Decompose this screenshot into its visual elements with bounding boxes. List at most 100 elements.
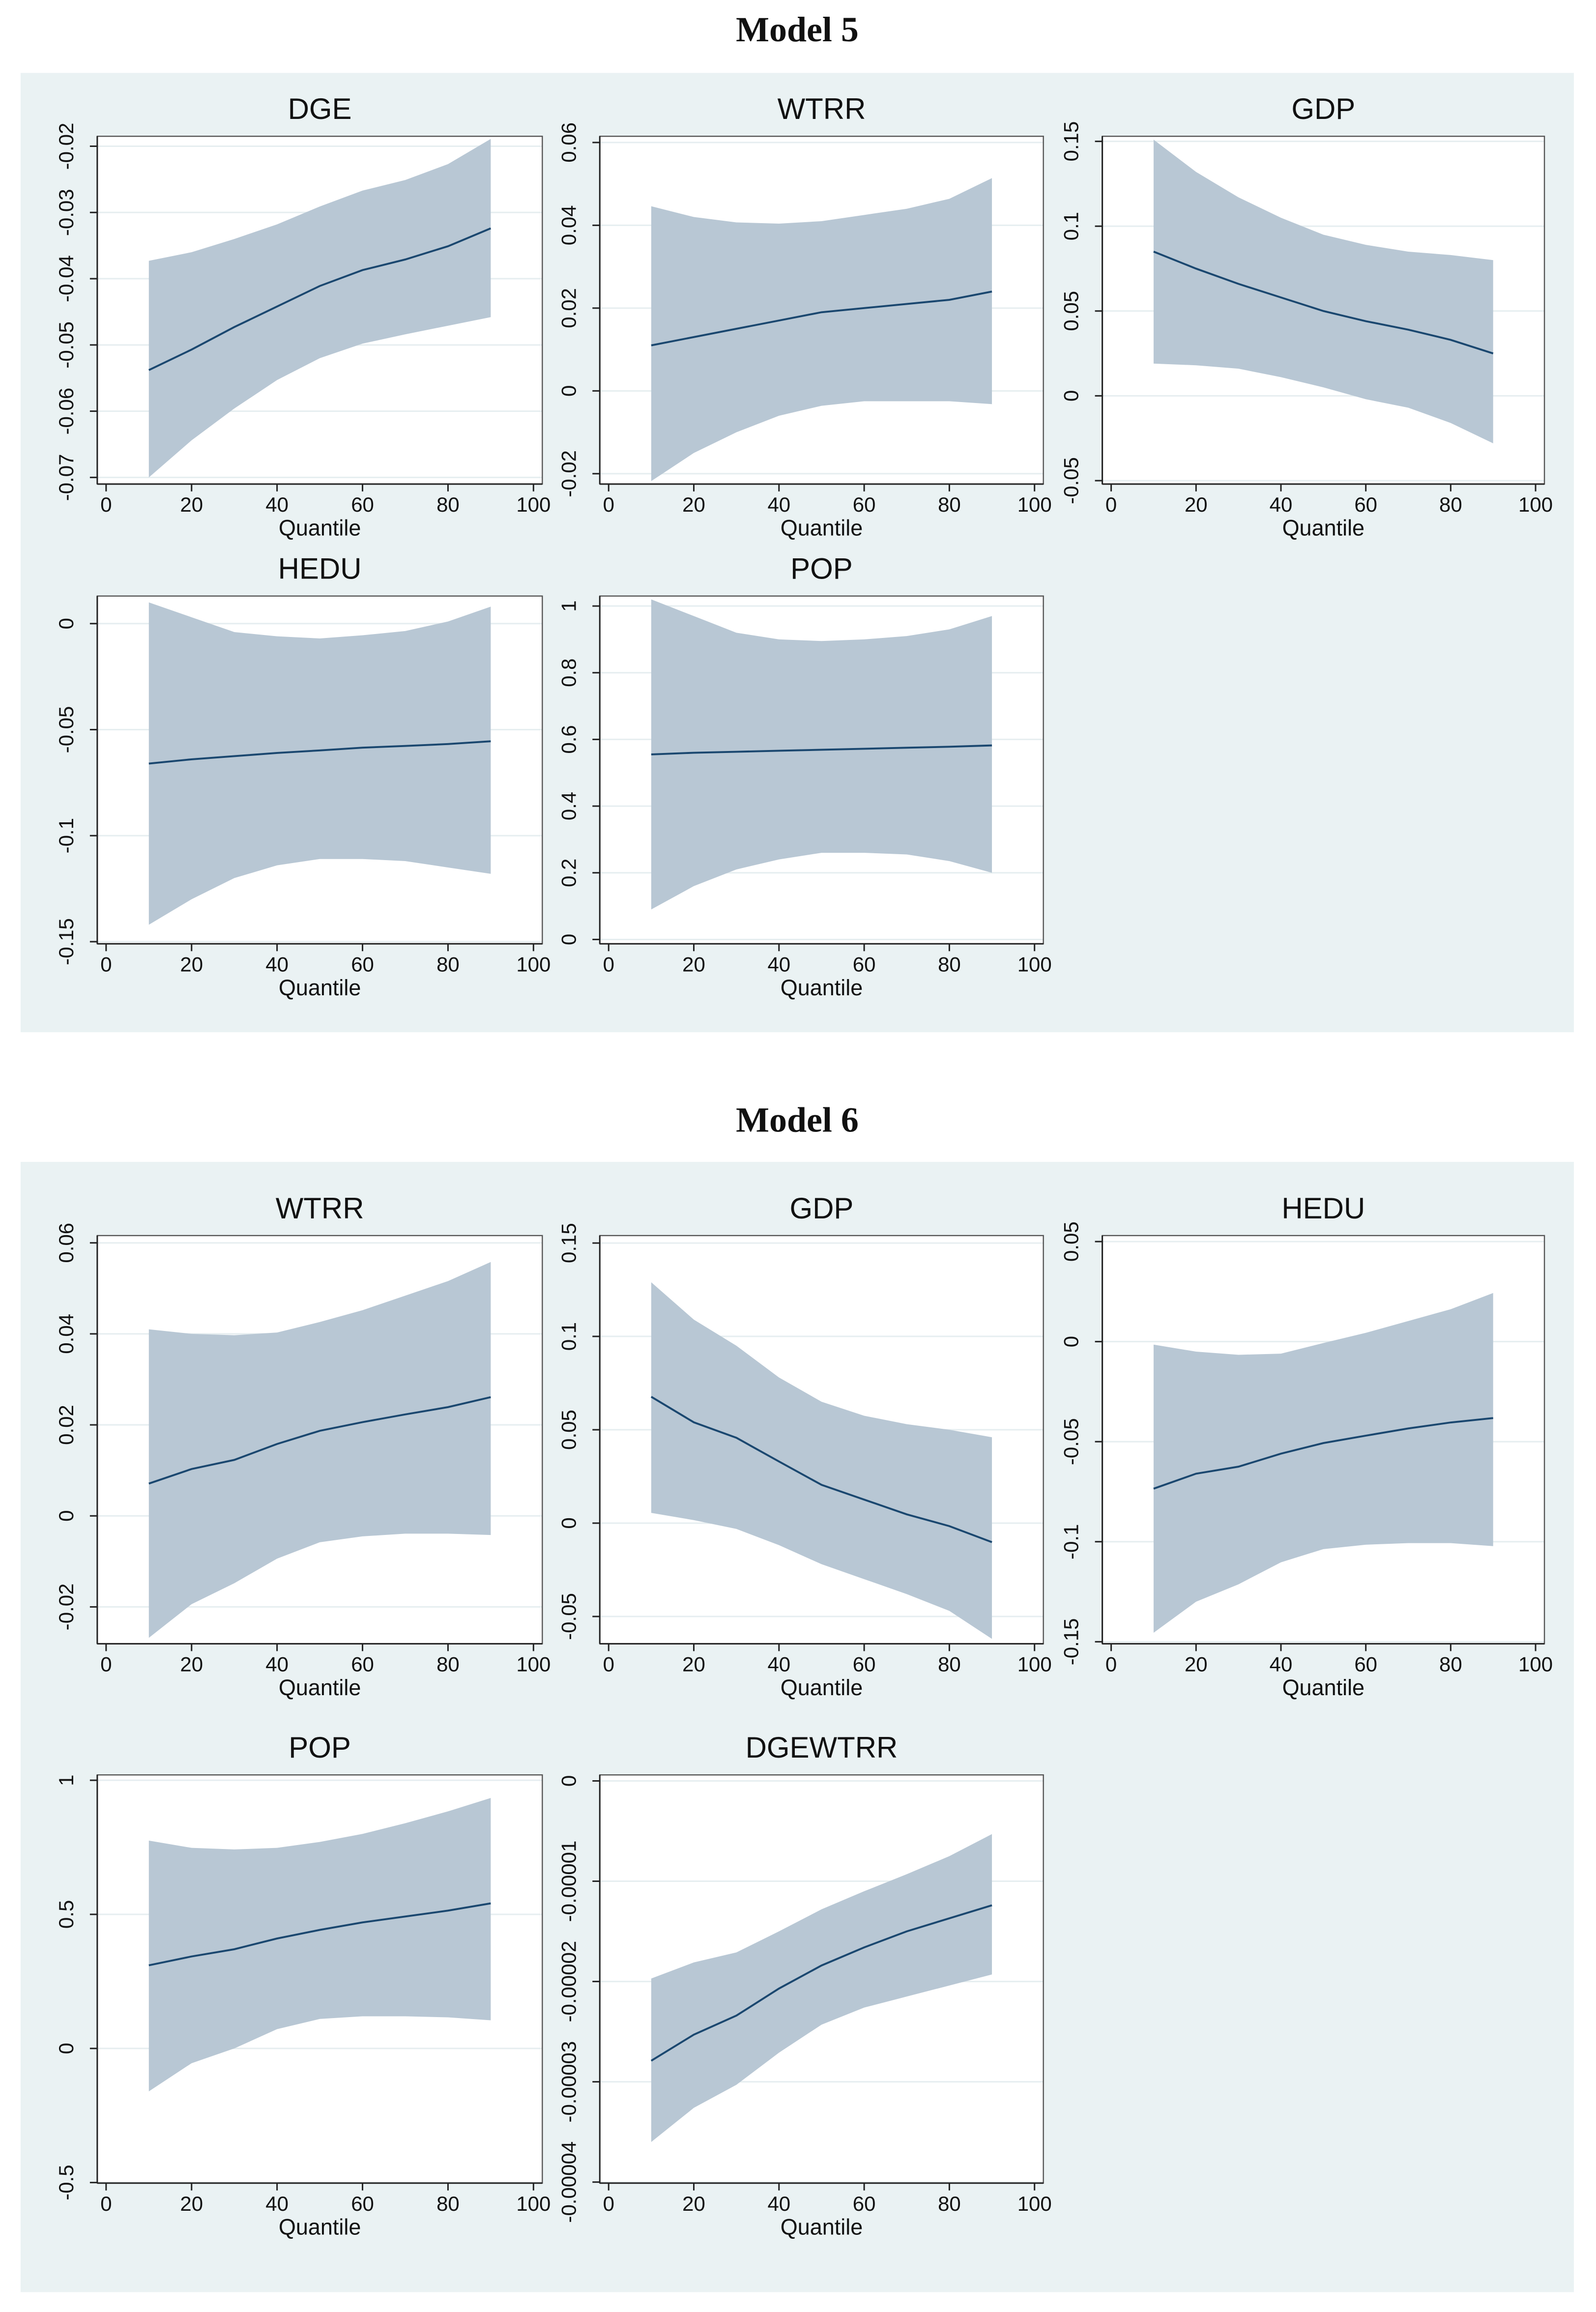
x-tick-label: 0 xyxy=(603,493,614,516)
x-tick-label: 100 xyxy=(1017,1652,1052,1676)
x-tick-label: 60 xyxy=(351,493,374,516)
x-axis-label: Quantile xyxy=(1282,516,1365,541)
x-tick-label: 80 xyxy=(436,953,460,976)
x-tick-label: 100 xyxy=(516,2192,551,2215)
x-tick-label: 40 xyxy=(767,1652,790,1676)
confidence-band xyxy=(148,602,491,925)
y-tick-label: -0.15 xyxy=(55,918,78,965)
estimate-line xyxy=(651,744,992,755)
x-tick-label: 60 xyxy=(351,2192,374,2215)
x-axis-label: Quantile xyxy=(781,1675,863,1700)
estimate-line xyxy=(651,290,992,347)
y-tick-label: -0.02 xyxy=(55,123,78,170)
x-axis-label: Quantile xyxy=(781,975,863,1000)
estimate-line xyxy=(1153,1417,1493,1490)
y-tick-label: 0.4 xyxy=(557,792,580,820)
y-tick-label: -0.15 xyxy=(1060,1618,1083,1665)
x-tick-label: 60 xyxy=(853,953,876,976)
x-tick-label: 60 xyxy=(853,2192,876,2215)
x-tick-label: 40 xyxy=(1270,1652,1293,1676)
y-tick-label: 0.05 xyxy=(557,1410,580,1450)
x-tick-label: 0 xyxy=(603,2192,614,2215)
y-tick-label: 0.05 xyxy=(1060,291,1083,331)
y-tick-label: -0.00001 xyxy=(557,1841,580,1922)
y-tick-label: 0.15 xyxy=(557,1223,580,1263)
x-tick-label: 80 xyxy=(436,1652,460,1676)
chart-title: POP xyxy=(289,1731,351,1764)
y-tick-label: -0.02 xyxy=(55,1584,78,1631)
y-tick-label: 0 xyxy=(55,618,78,629)
confidence-band xyxy=(148,139,491,478)
estimate-line xyxy=(650,1396,992,1543)
estimate-line xyxy=(148,227,492,371)
confidence-band xyxy=(651,599,992,910)
x-tick-label: 60 xyxy=(351,1652,374,1676)
y-tick-label: -0.07 xyxy=(55,454,78,501)
x-tick-label: 100 xyxy=(516,1652,551,1676)
y-tick-label: -0.00004 xyxy=(557,2141,580,2223)
x-tick-label: 0 xyxy=(100,2192,112,2215)
x-tick-label: 0 xyxy=(1105,493,1117,516)
x-tick-label: 20 xyxy=(180,2192,203,2215)
y-tick-label: -0.03 xyxy=(55,189,78,236)
x-tick-label: 100 xyxy=(1017,493,1052,516)
x-axis-label: Quantile xyxy=(279,516,361,541)
x-tick-label: 80 xyxy=(938,1652,961,1676)
estimate-line xyxy=(1153,251,1494,354)
x-tick-label: 100 xyxy=(1518,493,1553,516)
x-axis-label: Quantile xyxy=(1282,1675,1365,1700)
x-tick-label: 80 xyxy=(938,2192,961,2215)
chart-title: GDP xyxy=(790,1192,854,1225)
y-tick-label: 0 xyxy=(557,385,580,397)
y-tick-label: 0.8 xyxy=(557,659,580,687)
confidence-band xyxy=(651,178,992,481)
chart-title: WTRR xyxy=(276,1192,364,1225)
x-tick-label: 40 xyxy=(767,953,790,976)
chart-title: HEDU xyxy=(1281,1192,1365,1225)
y-tick-label: 0.6 xyxy=(557,725,580,753)
x-tick-label: 40 xyxy=(265,1652,289,1676)
x-tick-label: 80 xyxy=(938,953,961,976)
x-tick-label: 20 xyxy=(1185,1652,1208,1676)
panel-title: Model 6 xyxy=(736,1100,859,1140)
y-tick-label: 0 xyxy=(557,1517,580,1529)
estimate-line xyxy=(148,1396,491,1485)
y-tick-label: 0.1 xyxy=(557,1322,580,1351)
x-tick-label: 80 xyxy=(436,2192,460,2215)
x-tick-label: 20 xyxy=(180,1652,203,1676)
x-tick-label: 60 xyxy=(853,493,876,516)
x-tick-label: 0 xyxy=(603,953,614,976)
y-tick-label: -0.1 xyxy=(1060,1524,1083,1560)
chart-title: DGEWTRR xyxy=(746,1731,898,1764)
x-tick-label: 100 xyxy=(1017,2192,1052,2215)
x-tick-label: 60 xyxy=(1354,493,1377,516)
chart-title: HEDU xyxy=(278,552,362,585)
x-tick-label: 20 xyxy=(682,1652,705,1676)
estimate-line xyxy=(148,1902,491,1966)
y-tick-label: 0 xyxy=(1060,1336,1083,1347)
confidence-band xyxy=(148,1798,491,2092)
x-tick-label: 100 xyxy=(516,953,551,976)
x-tick-label: 100 xyxy=(1017,953,1052,976)
x-tick-label: 40 xyxy=(265,953,289,976)
x-tick-label: 100 xyxy=(1518,1652,1553,1676)
x-tick-label: 20 xyxy=(1185,493,1208,516)
y-tick-label: -0.06 xyxy=(55,388,78,435)
x-tick-label: 20 xyxy=(682,953,705,976)
x-tick-label: 20 xyxy=(682,2192,705,2215)
y-tick-label: 0 xyxy=(55,1510,78,1522)
y-tick-label: -0.05 xyxy=(55,706,78,753)
y-tick-label: 0 xyxy=(55,2043,78,2054)
confidence-band xyxy=(651,1834,992,2142)
y-tick-label: 0.15 xyxy=(1060,121,1083,162)
x-axis-label: Quantile xyxy=(781,2215,863,2240)
y-tick-label: 1 xyxy=(557,600,580,611)
confidence-band xyxy=(1153,1293,1493,1633)
panel-title: Model 5 xyxy=(736,10,859,49)
y-tick-label: -0.5 xyxy=(55,2165,78,2200)
x-tick-label: 0 xyxy=(100,953,112,976)
y-tick-label: -0.05 xyxy=(55,321,78,369)
x-tick-label: 80 xyxy=(1439,1652,1462,1676)
y-tick-label: -0.1 xyxy=(55,818,78,853)
